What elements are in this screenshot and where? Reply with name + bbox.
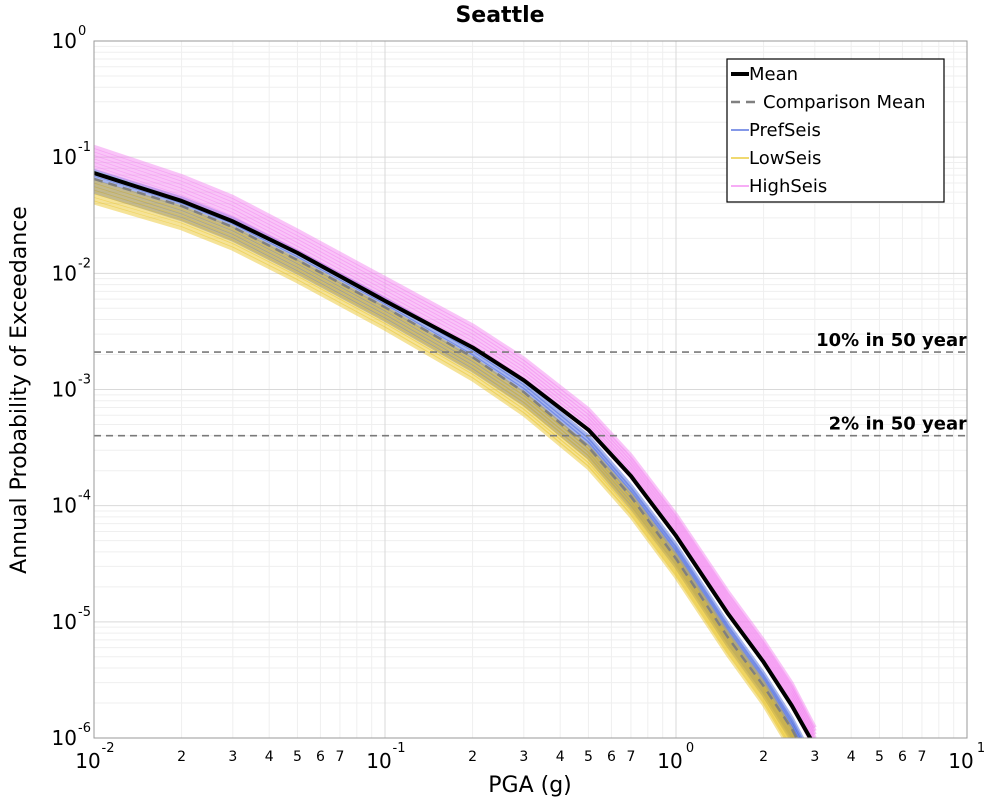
y-tick-label-exponent: -2 xyxy=(78,256,91,271)
x-minor-tick-label: 7 xyxy=(335,749,344,765)
x-minor-tick-label: 4 xyxy=(265,749,274,765)
y-tick-label-exponent: -6 xyxy=(78,721,91,736)
y-major-tick: 10 -2 xyxy=(52,256,91,285)
x-minor-tick-label: 6 xyxy=(898,749,907,765)
legend-label: Comparison Mean xyxy=(763,92,926,113)
x-minor-tick-label: 2 xyxy=(759,749,768,765)
legend: Mean Comparison Mean PrefSeis LowSeis HighSe… xyxy=(726,58,945,203)
x-tick-label-exponent: 0 xyxy=(686,741,694,756)
x-minor-tick-label: 6 xyxy=(607,749,616,765)
y-major-tick: 10 -3 xyxy=(52,373,91,402)
chart-title: Seattle xyxy=(455,3,544,28)
x-minor-tick-label: 2 xyxy=(177,749,186,765)
legend-label: PrefSeis xyxy=(749,120,821,141)
series-band-line-highseis xyxy=(94,148,817,732)
series-band-line-highseis xyxy=(94,155,817,738)
series-line-mean xyxy=(94,171,813,738)
x-major-tick: 10 1 xyxy=(948,741,985,773)
y-tick-label-base: 10 xyxy=(52,261,77,285)
legend-item: HighSeis xyxy=(731,176,827,197)
y-tick-label-base: 10 xyxy=(52,726,77,750)
legend-label: LowSeis xyxy=(749,148,821,169)
x-minor-tick-label: 5 xyxy=(293,749,302,765)
reference-line-label: 2% in 50 year xyxy=(829,414,967,435)
x-minor-tick-label: 4 xyxy=(847,749,856,765)
x-tick-label-exponent: -2 xyxy=(102,741,115,756)
y-tick-label-base: 10 xyxy=(52,610,77,634)
series-lines xyxy=(94,171,813,738)
y-tick-label-exponent: -5 xyxy=(78,605,91,620)
y-tick-label-exponent: -3 xyxy=(78,373,91,388)
x-minor-tick-label: 5 xyxy=(875,749,884,765)
x-minor-tick-label: 3 xyxy=(228,749,237,765)
x-major-tick: 10-2 xyxy=(75,741,114,773)
series-band-line-prefseis xyxy=(94,182,798,738)
y-major-tick: 10 -6 xyxy=(52,721,91,750)
x-minor-tick-label: 2 xyxy=(468,749,477,765)
series-band-line-lowseis xyxy=(94,200,787,738)
reference-lines: 10% in 50 year 2% in 50 year xyxy=(94,330,967,437)
reference-line-label: 10% in 50 year xyxy=(816,330,967,351)
x-minor-tick-label: 5 xyxy=(584,749,593,765)
y-tick-label-base: 10 xyxy=(52,29,77,53)
series-band-line-lowseis xyxy=(94,179,799,738)
series-band-line-highseis xyxy=(94,162,814,738)
x-tick-label-base: 10 xyxy=(75,749,100,773)
x-minor-tick-label: 3 xyxy=(519,749,528,765)
x-minor-tick-label: 4 xyxy=(556,749,565,765)
y-major-tick: 10 -1 xyxy=(52,140,91,169)
x-major-tick: 10-1 xyxy=(366,741,405,773)
legend-item: Comparison Mean xyxy=(731,92,926,113)
series-band-line-prefseis xyxy=(94,168,805,738)
y-tick-label-exponent: 0 xyxy=(78,24,86,39)
legend-item: PrefSeis xyxy=(731,120,821,141)
series-band-line-lowseis xyxy=(94,190,793,738)
series-band-line-prefseis xyxy=(94,189,794,738)
x-minor-tick-label: 3 xyxy=(810,749,819,765)
plot-frame xyxy=(93,40,968,739)
series-band-line-lowseis xyxy=(94,186,795,738)
legend-box xyxy=(726,58,945,203)
x-major-tick: 10 0 xyxy=(657,741,694,773)
y-axis-label: Annual Probability of Exceedance xyxy=(7,206,32,574)
legend-item: LowSeis xyxy=(731,148,821,169)
y-tick-label-base: 10 xyxy=(52,145,77,169)
y-major-tick: 10 -5 xyxy=(52,605,91,634)
y-tick-label-exponent: -1 xyxy=(78,140,91,155)
series-band-line-highseis xyxy=(94,144,817,729)
x-minor-tick-label: 7 xyxy=(626,749,635,765)
x-tick-label-exponent: 1 xyxy=(977,741,985,756)
x-minor-tick-label: 7 xyxy=(917,749,926,765)
series-band-line-prefseis xyxy=(94,179,799,738)
series-band-line-prefseis xyxy=(94,186,796,738)
series-band-line-highseis xyxy=(94,158,816,738)
y-tick-label-base: 10 xyxy=(52,494,77,518)
x-tick-label-exponent: -1 xyxy=(393,741,406,756)
x-axis-label: PGA (g) xyxy=(488,773,572,798)
series-band-line-lowseis xyxy=(94,197,789,738)
x-tick-label-base: 10 xyxy=(948,749,973,773)
series-band-line-lowseis xyxy=(94,193,791,738)
y-major-tick: 10 0 xyxy=(52,24,87,53)
series-band-line-prefseis xyxy=(94,175,801,738)
legend-item: Mean xyxy=(731,64,798,85)
series-band-line-highseis xyxy=(94,151,817,736)
legend-label: Mean xyxy=(749,64,798,85)
series-band-line-lowseis xyxy=(94,183,797,738)
y-tick-label-base: 10 xyxy=(52,378,77,402)
y-major-tick: 10 -4 xyxy=(52,489,91,518)
x-tick-label-base: 10 xyxy=(657,749,682,773)
x-minor-tick-label: 6 xyxy=(316,749,325,765)
legend-label: HighSeis xyxy=(749,176,827,197)
y-tick-label-exponent: -4 xyxy=(78,489,91,504)
x-tick-label-base: 10 xyxy=(366,749,391,773)
